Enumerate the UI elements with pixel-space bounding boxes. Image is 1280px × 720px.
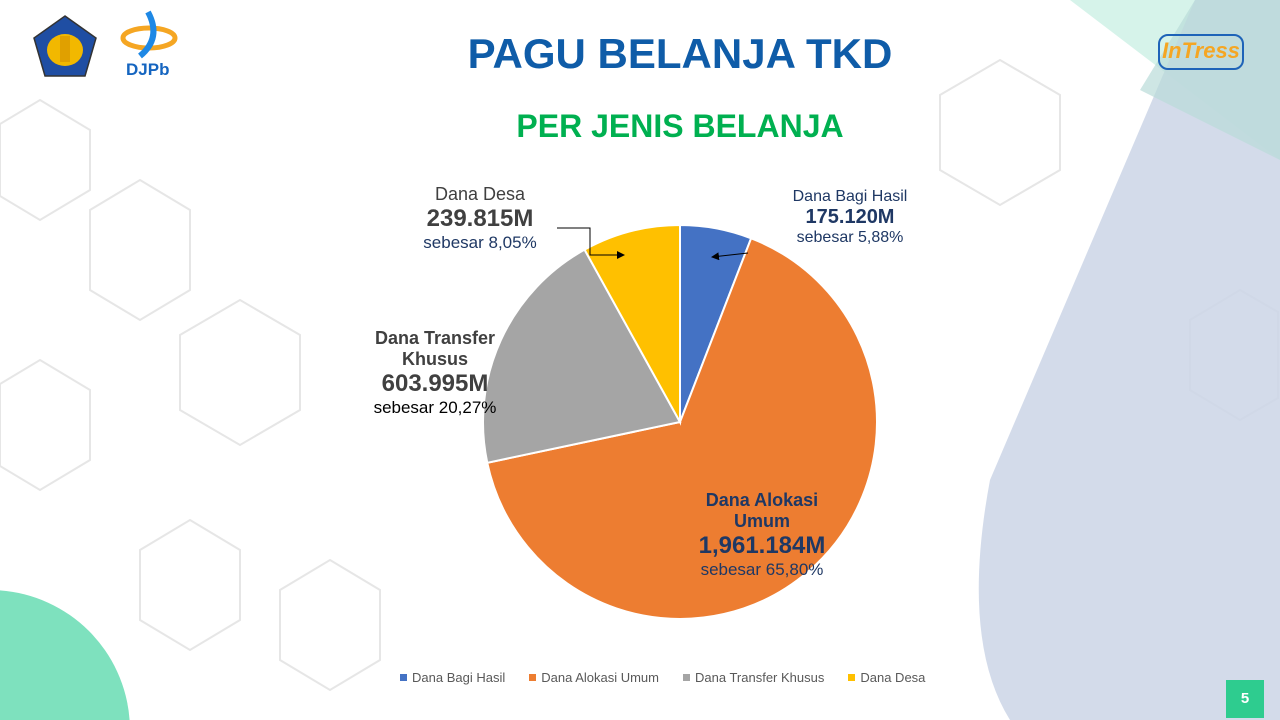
label-value: 1,961.184M (698, 532, 826, 559)
legend-item: Dana Desa (848, 670, 925, 685)
label-value: 175.120M (805, 206, 895, 228)
legend-swatch (400, 674, 407, 681)
label-percent: sebesar 5,88% (796, 229, 904, 246)
page-title: PAGU BELANJA TKD (467, 30, 893, 77)
label-percent: sebesar 65,80% (700, 560, 824, 579)
intress-logo: InTress (1158, 34, 1244, 70)
pie-slice-dana-desa (583, 223, 681, 426)
label-name: Khusus (401, 349, 468, 369)
label-name: Dana Alokasi (705, 490, 819, 510)
corner-circle-decoration (0, 590, 130, 720)
label-name: Dana Desa (434, 184, 526, 204)
legend-label: Dana Transfer Khusus (695, 670, 825, 685)
label-value: 603.995M (381, 370, 489, 397)
legend-swatch (529, 674, 537, 681)
legend-label: Dana Alokasi Umum (541, 670, 659, 685)
label-name: Umum (733, 511, 790, 531)
leader-line-dana-bagi-hasil (711, 252, 749, 261)
legend-swatch (848, 674, 856, 681)
legend-item: Dana Transfer Khusus (683, 670, 824, 685)
data-label-dana-alokasi-umum: Dana Alokasi Umum 1,961.184M sebesar 65,… (672, 490, 852, 580)
kemenkeu-logo (33, 15, 97, 77)
djpb-logo-text: DJPb (126, 60, 170, 79)
page-subtitle: PER JENIS BELANJA (516, 108, 844, 144)
label-percent: sebesar 8,05% (423, 233, 537, 252)
legend-label: Dana Bagi Hasil (412, 670, 506, 685)
djpb-logo: DJPb (118, 10, 180, 80)
chart-legend: Dana Bagi Hasil Dana Alokasi Umum Dana T… (400, 670, 925, 685)
label-name: Dana Transfer (374, 328, 496, 348)
legend-item: Dana Alokasi Umum (529, 670, 659, 685)
pie-slice-dana-transfer-khusus (482, 248, 682, 464)
data-label-dana-desa: Dana Desa 239.815M sebesar 8,05% (390, 184, 570, 253)
label-value: 239.815M (426, 205, 534, 232)
legend-swatch (683, 674, 690, 681)
label-name: Dana Bagi Hasil (792, 188, 908, 205)
leader-line-dana-desa (557, 227, 625, 259)
legend-label: Dana Desa (860, 670, 926, 685)
data-label-dana-bagi-hasil: Dana Bagi Hasil 175.120M sebesar 5,88% (760, 188, 940, 247)
data-label-dana-transfer-khusus: Dana Transfer Khusus 603.995M sebesar 20… (345, 328, 525, 418)
legend-item: Dana Bagi Hasil (400, 670, 505, 685)
pie-slice-dana-alokasi-umum (486, 236, 878, 620)
label-percent: sebesar 20,27% (373, 398, 497, 417)
page-number: 5 (1226, 680, 1264, 718)
